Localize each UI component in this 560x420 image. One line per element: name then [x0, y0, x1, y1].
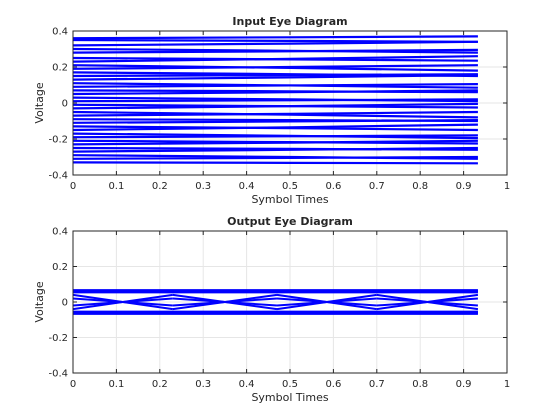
input-eye-axes: 0 0.1 0.2 0.3 0.4 0.5 0.6 0.7 0.8 0.9 1 -0.4-0.200…	[33, 15, 510, 206]
y-tick-label: 0	[62, 298, 68, 309]
x-tick-label: 0.9	[456, 379, 472, 390]
eye-trace	[72, 98, 478, 103]
y-tick-label: -0.2	[48, 135, 68, 146]
x-tick-label: 0.6	[325, 181, 341, 192]
y-tick-label: 0.2	[52, 63, 68, 74]
input-traces	[72, 35, 478, 165]
x-tick-label: 0.2	[152, 181, 168, 192]
eye-trace	[72, 119, 478, 124]
eye-trace	[72, 123, 478, 132]
x-tick-label: 0.3	[195, 379, 211, 390]
output-y-axis-label: Voltage	[33, 281, 46, 322]
input-y-ticks: -0.4 -0.2 0 0.2 0.4	[48, 27, 507, 182]
x-tick-label: 0.1	[108, 379, 124, 390]
x-tick-label: 0.1	[108, 181, 124, 192]
input-chart-title: Input Eye Diagram	[232, 15, 347, 28]
output-chart-title: Output Eye Diagram	[227, 215, 353, 228]
y-tick-label: -0.4	[48, 171, 68, 182]
x-tick-label: 0.9	[456, 181, 472, 192]
x-tick-label: 0.3	[195, 181, 211, 192]
eye-trace	[72, 146, 478, 153]
x-tick-label: 0.7	[369, 379, 385, 390]
input-x-axis-label: Symbol Times	[251, 193, 328, 206]
eye-trace	[72, 139, 478, 146]
y-tick-label: -0.4	[48, 369, 68, 380]
eye-trace	[72, 134, 478, 139]
y-tick-label: -0.2	[48, 333, 68, 344]
y-tick-label: 0.4	[52, 27, 68, 38]
input-x-ticks: 0 0.1 0.2 0.3 0.4 0.5 0.6 0.7 0.8 0.9 1	[70, 31, 510, 192]
eye-trace	[72, 83, 478, 88]
eye-trace	[72, 40, 478, 47]
x-tick-label: 0.6	[325, 379, 341, 390]
eye-crossing-trace	[172, 293, 278, 311]
x-tick-label: 0.8	[412, 181, 428, 192]
eye-crossing-trace	[276, 293, 377, 311]
x-tick-label: 0.4	[239, 181, 255, 192]
x-tick-label: 0.4	[239, 379, 255, 390]
eye-trace	[72, 55, 478, 63]
x-tick-label: 0.5	[282, 379, 298, 390]
x-tick-label: 0.5	[282, 181, 298, 192]
output-y-ticks: -0.4 -0.2 0 0.2 0.4	[48, 227, 507, 380]
eye-trace	[72, 102, 478, 110]
output-traces	[72, 289, 479, 315]
eye-crossing-trace	[72, 293, 173, 311]
x-tick-label: 0.8	[412, 379, 428, 390]
eye-trace	[72, 161, 478, 165]
eye-trace	[72, 74, 478, 81]
x-tick-label: 0	[70, 181, 76, 192]
output-x-ticks: 0 0.1 0.2 0.3 0.4 0.5 0.6 0.7 0.8 0.9 1	[70, 231, 510, 390]
eye-trace	[72, 73, 478, 78]
eye-trace	[72, 110, 478, 117]
eye-crossing-trace	[376, 293, 479, 311]
eye-trace	[72, 35, 478, 40]
y-tick-label: 0.2	[52, 262, 68, 273]
eye-trace	[72, 155, 478, 160]
x-tick-label: 1	[504, 181, 510, 192]
eye-trace	[72, 48, 478, 54]
x-tick-label: 1	[504, 379, 510, 390]
y-tick-label: 0.4	[52, 227, 68, 238]
x-tick-label: 0.2	[152, 379, 168, 390]
eye-trace	[72, 89, 478, 96]
eye-trace	[72, 64, 478, 70]
y-tick-label: 0	[62, 99, 68, 110]
input-y-axis-label: Voltage	[33, 82, 46, 123]
output-x-axis-label: Symbol Times	[251, 391, 328, 404]
x-tick-label: 0.7	[369, 181, 385, 192]
x-tick-label: 0	[70, 379, 76, 390]
output-eye-axes: 0 0.1 0.2 0.3 0.4 0.5 0.6 0.7 0.8 0.9 1 -0.4-0.200…	[33, 215, 510, 404]
